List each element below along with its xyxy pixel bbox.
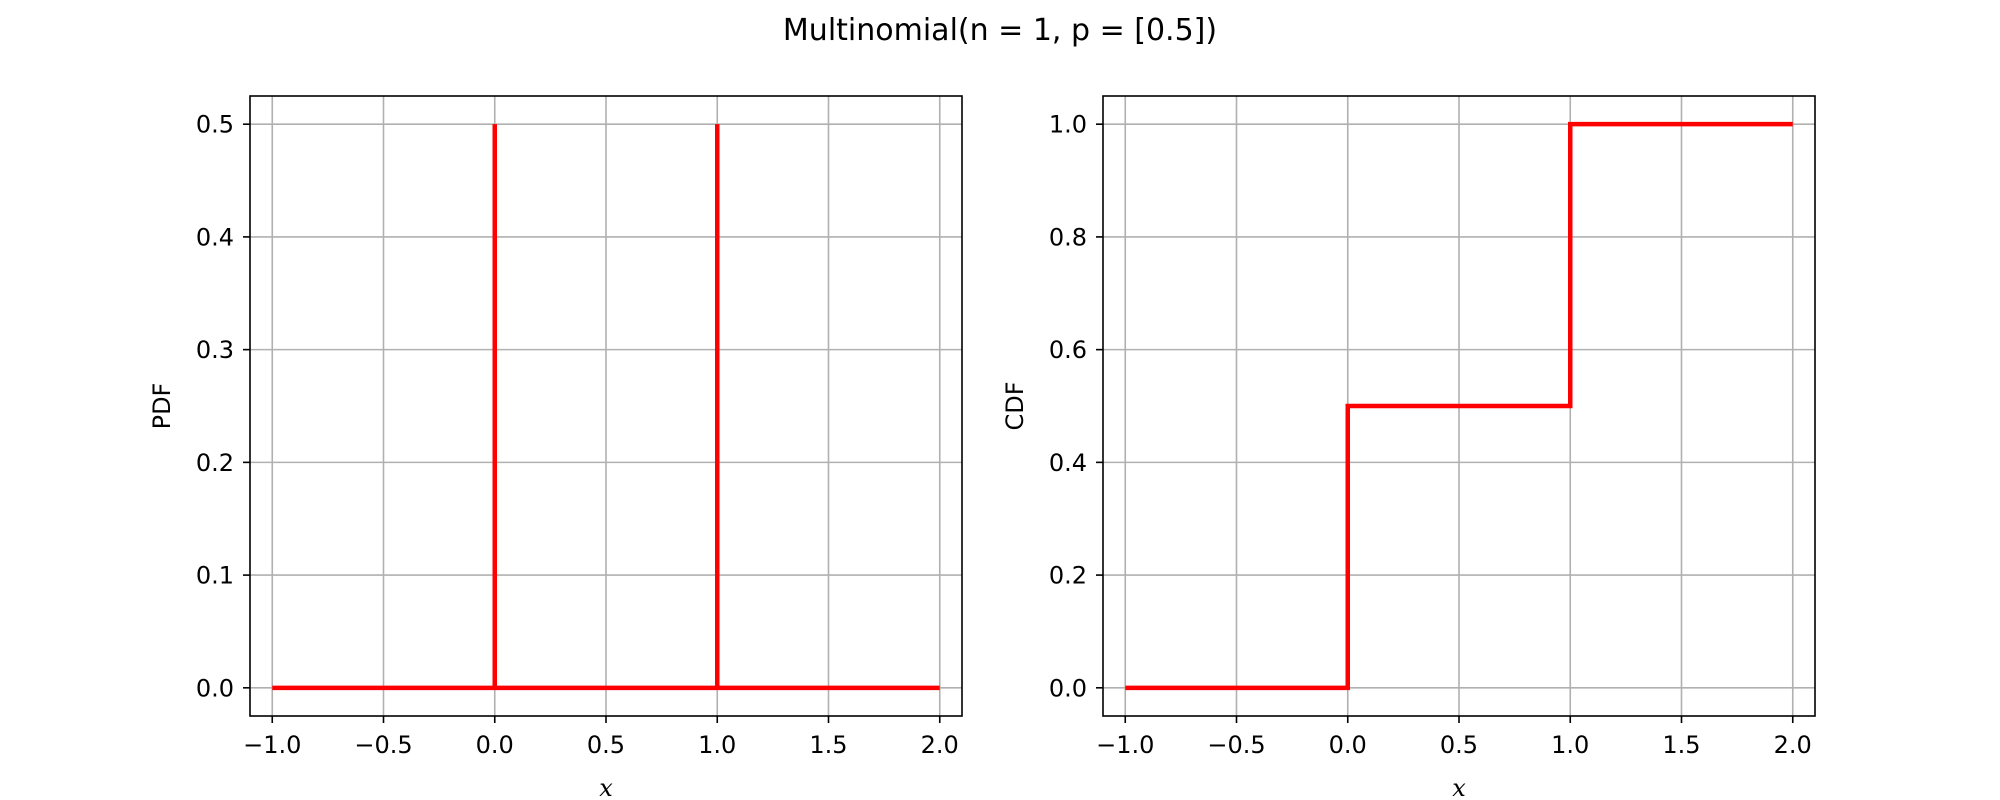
pdf-y-tick-label: 0.3 — [196, 336, 234, 364]
pdf-x-axis-label: x — [599, 774, 613, 800]
cdf-panel: −1.0 −0.5 0.0 0.5 1.0 1.5 2.0 0.0 0.2 0.4 0.6 0.8 1.… — [1001, 95, 1816, 800]
pdf-y-tick-label: 0.2 — [196, 449, 234, 477]
pdf-y-tick-label: 0.0 — [196, 674, 234, 702]
pdf-x-tick-label: 1.5 — [809, 731, 847, 759]
cdf-y-tick-label: 0.4 — [1049, 449, 1087, 477]
pdf-y-axis-label: PDF — [148, 383, 176, 430]
cdf-x-tick-label: 0.0 — [1329, 731, 1367, 759]
cdf-y-tick-label: 0.2 — [1049, 562, 1087, 590]
pdf-x-tick-label: 2.0 — [921, 731, 959, 759]
cdf-x-tick-label: 2.0 — [1774, 731, 1812, 759]
pdf-x-tick-label: −0.5 — [354, 731, 412, 759]
cdf-y-axis-label: CDF — [1001, 381, 1029, 430]
cdf-x-tick-label: −1.0 — [1096, 731, 1154, 759]
pdf-x-tick-label: 1.0 — [698, 731, 736, 759]
cdf-x-tick-label: 1.0 — [1551, 731, 1589, 759]
pdf-series-line — [272, 124, 940, 691]
pdf-x-tick-label: 0.5 — [587, 731, 625, 759]
cdf-x-tick-label: 1.5 — [1662, 731, 1700, 759]
pdf-x-tick-label: −1.0 — [243, 731, 301, 759]
figure-title: Multinomial(n = 1, p = [0.5]) — [783, 13, 1217, 48]
cdf-series-line — [1125, 121, 1793, 691]
pdf-panel: −1.0 −0.5 0.0 0.5 1.0 1.5 2.0 0.0 0.1 0.2 0.3 0.4 0.… — [148, 95, 963, 800]
pdf-y-tick-label: 0.4 — [196, 223, 234, 251]
cdf-x-tick-label: 0.5 — [1440, 731, 1478, 759]
cdf-y-tick-label: 0.8 — [1049, 223, 1087, 251]
pdf-x-tick-label: 0.0 — [476, 731, 514, 759]
cdf-y-tick-label: 0.0 — [1049, 674, 1087, 702]
cdf-y-tick-label: 0.6 — [1049, 336, 1087, 364]
cdf-x-axis-label: x — [1452, 774, 1466, 800]
cdf-x-tick-label: −0.5 — [1207, 731, 1265, 759]
cdf-y-tick-label: 1.0 — [1049, 111, 1087, 139]
pdf-y-tick-label: 0.5 — [196, 111, 234, 139]
pdf-y-tick-label: 0.1 — [196, 562, 234, 590]
